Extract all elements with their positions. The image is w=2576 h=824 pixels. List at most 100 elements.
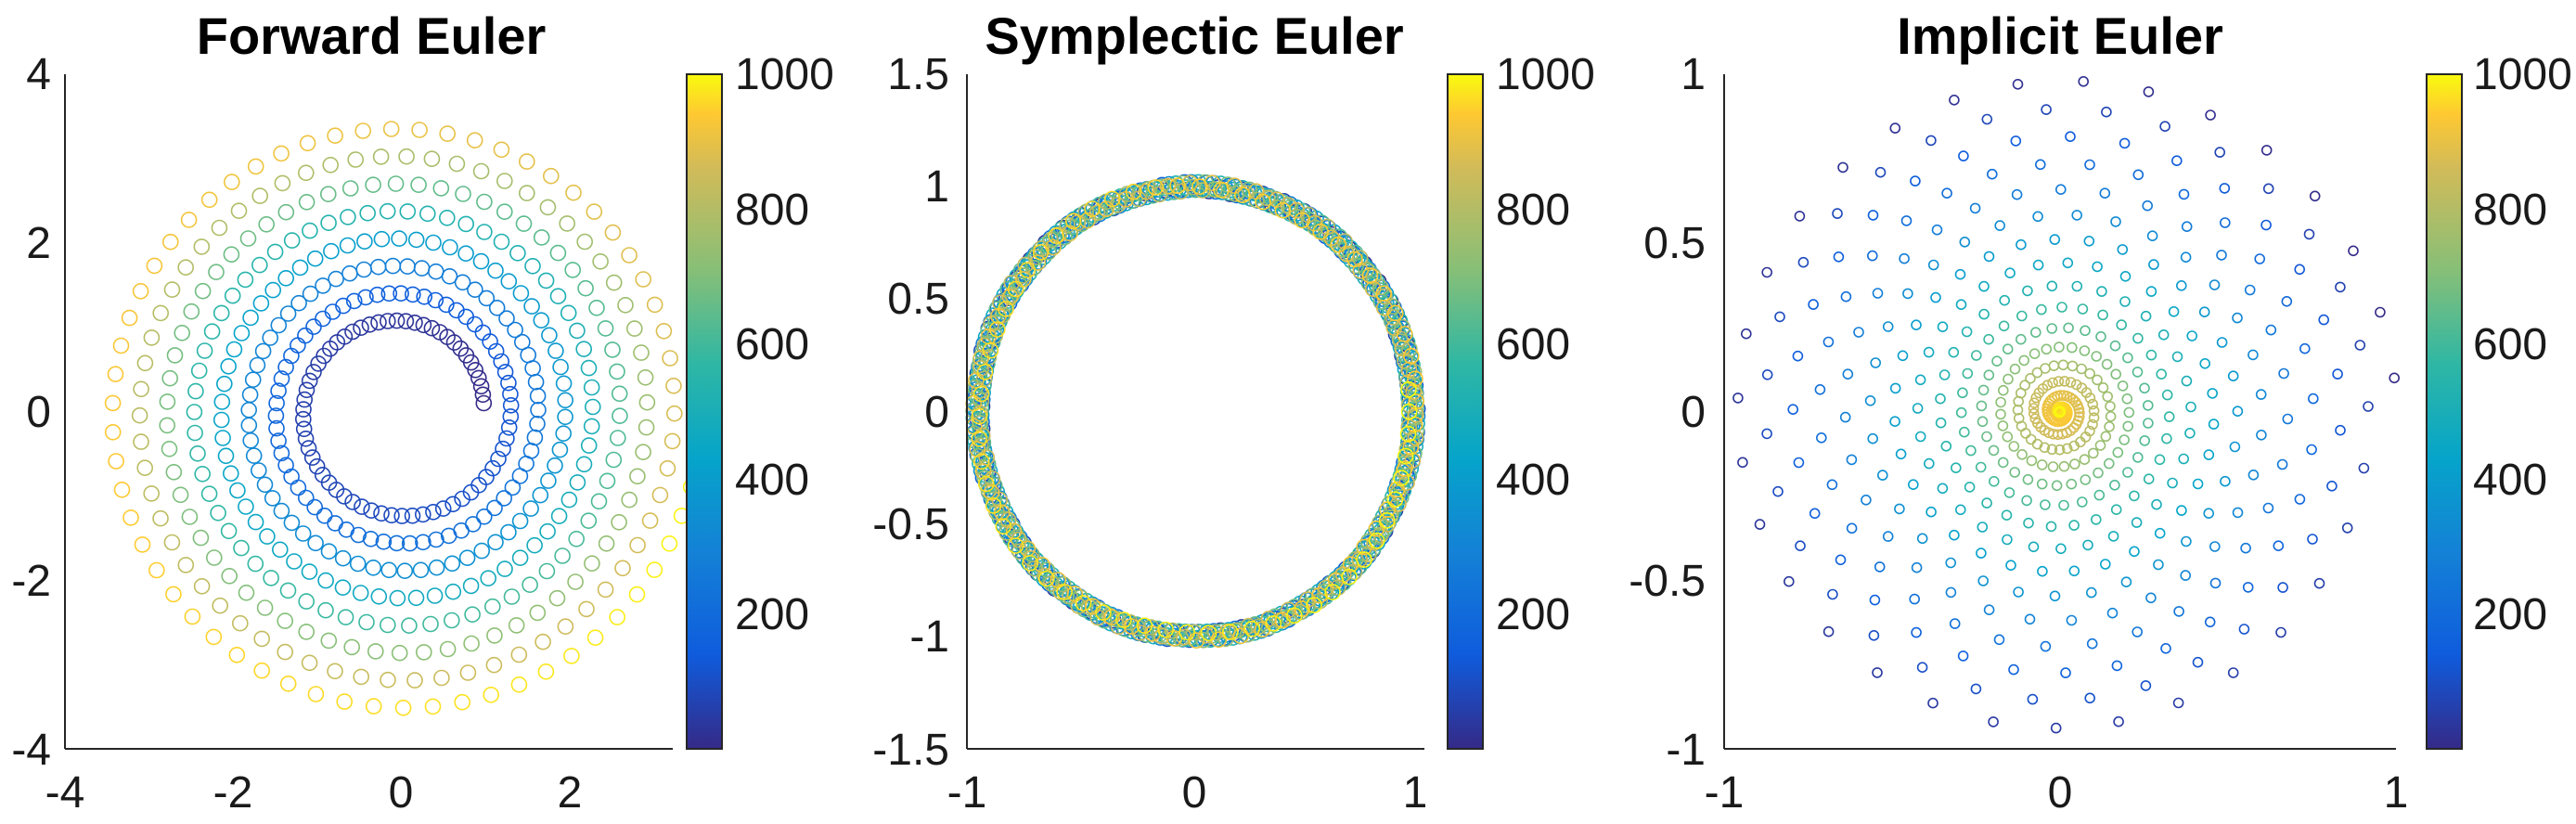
scatter-point [976,363,994,380]
scatter-point [2087,418,2098,431]
scatter-point [212,597,228,614]
scatter-point [283,347,300,365]
scatter-point [1962,367,1974,380]
scatter-point [2214,147,2225,158]
colorbar-tick-label: 800 [2473,186,2547,235]
scatter-point [454,693,471,711]
scatter-point [2066,614,2078,626]
scatter-point [2119,434,2130,445]
scatter-point [498,430,515,447]
scatter-point [2046,323,2057,334]
scatter-point [529,387,547,405]
scatter-point [567,573,584,590]
scatter-point [1375,285,1392,303]
scatter-point [1998,384,2009,396]
scatter-point [211,219,228,237]
scatter-point [2161,432,2172,444]
scatter-point [2358,462,2370,474]
scatter-point [2335,281,2346,293]
scatter-point [1949,618,1961,629]
scatter-point [641,512,659,529]
scatter-point [1945,557,1956,569]
scatter-point [1147,179,1164,196]
scatter-point [448,302,465,319]
scatter-point [496,364,514,380]
scatter-point [1089,609,1106,626]
scatter-point [467,281,483,299]
scatter-point [2062,257,2074,269]
y-tick-label: -0.5 [1629,557,1706,606]
scatter-point [554,547,571,564]
scatter-point [2026,455,2038,467]
scatter-point [181,509,199,525]
scatter-point [172,486,189,504]
scatter-point [194,282,212,300]
scatter-point [1983,369,1995,381]
scatter-point [575,341,593,358]
scatter-point [354,122,372,139]
scatter-point [597,581,614,599]
scatter-point [2012,404,2024,416]
scatter-point [2119,296,2131,307]
scatter-point [522,500,539,517]
scatter-point [1935,393,1946,405]
y-tick-label: -1 [1666,726,1706,775]
scatter-point [2227,370,2239,382]
scatter-point [247,555,264,573]
scatter-point [2209,577,2222,589]
scatter-point [1330,236,1346,253]
scatter-point [2142,200,2153,212]
scatter-point [625,320,643,337]
scatter-point [2101,106,2112,118]
scatter-point [1378,512,1396,529]
scatter-point [217,447,235,465]
scatter-point [1988,716,1999,727]
scatter-point [1237,185,1255,202]
scatter-point [1954,268,1966,280]
scatter-point [2051,480,2063,492]
scatter-point [1300,206,1317,224]
scatter-point [344,494,361,510]
scatter-point [2220,217,2231,228]
scatter-point [1288,202,1305,219]
scatter-point [2159,121,2170,132]
x-tick-label: -2 [213,768,253,818]
scatter-point [478,469,495,485]
scatter-point [592,252,609,270]
scatter-point [2132,452,2144,463]
scatter-point [401,534,419,552]
scatter-point [2012,79,2024,90]
scatter-point [1795,540,1806,552]
scatter-point [357,289,374,306]
scatter-point [404,507,421,524]
scatter-point [1125,183,1142,200]
scatter-point [1977,521,1989,533]
scatter-point [252,295,270,312]
scatter-point [583,379,600,396]
scatter-point [1874,561,1886,573]
scatter-point [1833,251,1845,263]
scatter-point [2139,435,2150,446]
scatter-point [214,430,231,446]
scatter-point [555,425,573,443]
chart-title: Forward Euler [197,6,547,65]
scatter-point [1176,628,1192,646]
scatter-point [2093,467,2104,479]
scatter-point [2348,245,2359,257]
scatter-point [298,593,316,610]
scatter-point [2132,169,2145,181]
scatter-point [2002,343,2014,355]
scatter-point [2111,660,2123,672]
scatter-point [2260,145,2273,156]
chart-title: Symplectic Euler [985,6,1403,65]
scatter-point [533,312,550,329]
scatter-point [297,430,315,447]
scatter-point [1882,321,1894,332]
scatter-point [2040,363,2051,374]
scatter-point [242,309,259,327]
scatter-point [1379,501,1396,519]
scatter-point [464,606,481,624]
scatter-point [452,340,470,357]
scatter-point [454,490,470,508]
